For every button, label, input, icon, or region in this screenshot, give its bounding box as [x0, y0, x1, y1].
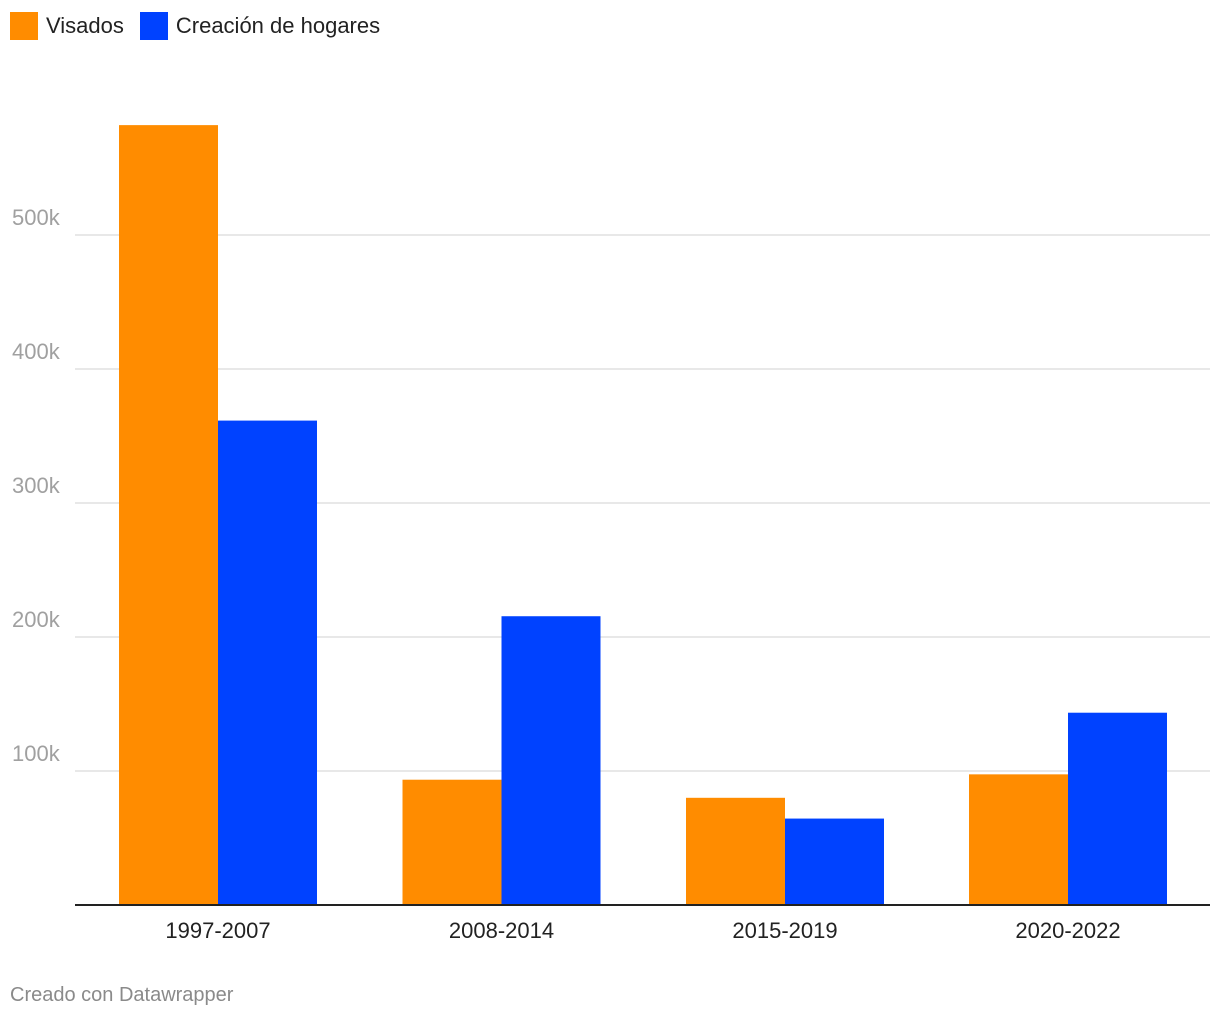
bar-creacion-de-hogares-1997-2007 — [218, 420, 317, 905]
legend-swatch-creacion-de-hogares — [139, 12, 168, 40]
legend-swatch-visados — [10, 12, 38, 40]
bar-creacion-de-hogares-2015-2019 — [785, 818, 884, 905]
credit-text: Creado con Datawrapper — [10, 984, 234, 1006]
x-category-labels: 1997-2007 2008-2014 2015-2019 2020-2022 — [165, 918, 1120, 943]
y-tick-label-100k: 100k — [12, 741, 61, 766]
bars — [119, 125, 1167, 906]
y-tick-label-500k: 500k — [12, 205, 61, 230]
bar-visados-1997-2007 — [119, 125, 218, 906]
bar-visados-2008-2014 — [402, 779, 502, 905]
bar-creacion-de-hogares-2008-2014 — [501, 616, 601, 905]
y-tick-label-300k: 300k — [12, 473, 61, 498]
y-tick-labels: 100k 200k 300k 400k 500k — [12, 205, 61, 766]
x-category-label-2020-2022: 2020-2022 — [1015, 918, 1120, 943]
x-category-label-2015-2019: 2015-2019 — [732, 918, 837, 943]
y-tick-label-200k: 200k — [12, 607, 61, 632]
legend-label-visados: Visados — [46, 13, 124, 38]
legend-item-creacion-de-hogares: Creación de hogares — [139, 12, 381, 40]
legend: Visados Creación de hogares — [10, 12, 396, 40]
legend-item-visados: Visados — [10, 12, 124, 40]
y-tick-label-400k: 400k — [12, 339, 61, 364]
x-category-label-1997-2007: 1997-2007 — [165, 918, 270, 943]
x-category-label-2008-2014: 2008-2014 — [449, 918, 554, 943]
bar-visados-2015-2019 — [686, 797, 785, 905]
bar-visados-2020-2022 — [969, 774, 1068, 905]
legend-label-creacion-de-hogares: Creación de hogares — [175, 13, 381, 38]
bar-creacion-de-hogares-2020-2022 — [1068, 712, 1167, 905]
